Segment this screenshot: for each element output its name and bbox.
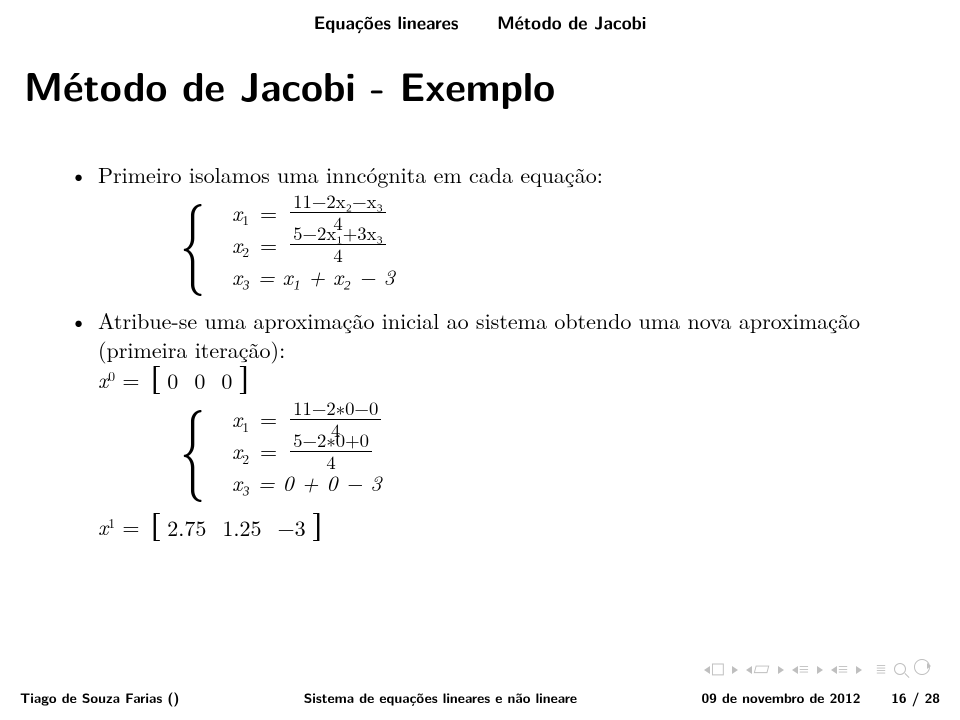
nav-loop-icon[interactable]	[914, 659, 930, 680]
slide-content: • Primeiro isolamos uma inncógnita em ca…	[70, 160, 890, 543]
nav-prev-subsection[interactable]: ▱	[746, 661, 769, 679]
left-brace-icon: {	[180, 405, 205, 497]
footer-date-page: 09 de novembro de 2012 16 / 28	[701, 688, 940, 708]
bullet-2: • Atribue-se uma aproximação inicial ao …	[70, 306, 890, 396]
nav-next-slide[interactable]	[856, 666, 862, 674]
system1-line2: x2 = 5−2x₁+3x₃4	[232, 230, 395, 260]
nav-prev-section[interactable]: □	[704, 661, 724, 679]
bullet-marker: •	[70, 160, 98, 190]
x1-matrix: [ 2.75 1.25 −3 ]	[151, 513, 322, 543]
breadcrumb-section: Equações lineares	[314, 10, 459, 35]
breadcrumb-subsection: Método de Jacobi	[497, 10, 646, 35]
footer-author: Tiago de Souza Farias ()	[20, 688, 179, 708]
bullet-2-text: Atribue-se uma aproximação inicial ao si…	[98, 306, 890, 396]
left-brace-icon: {	[180, 199, 205, 291]
page-title: Método de Jacobi - Exemplo	[24, 56, 555, 113]
bullet-marker: •	[70, 306, 98, 336]
system2-line2: x2 = 5−2∗0+04	[232, 436, 383, 466]
footer-bar: Tiago de Souza Farias () Sistema de equa…	[20, 688, 940, 708]
nav-next-frame[interactable]	[817, 666, 823, 674]
bullet-1-text: Primeiro isolamos uma inncógnita em cada…	[98, 160, 890, 190]
x1-result: x1 = [ 2.75 1.25 −3 ]	[98, 512, 890, 543]
nav-back-icon[interactable]: ≣	[876, 661, 886, 679]
equation-system-2: { x1 = 11−2∗0−04 x2 = 5−2∗0+04 x₃ = 0 + …	[180, 404, 890, 498]
nav-next-section[interactable]	[732, 666, 738, 674]
system2-line3: x₃ = 0 + 0 − 3	[232, 468, 383, 498]
system1-line3: x₃ = x₁ + x₂ − 3	[232, 262, 395, 292]
x0-matrix: [ 0 0 0 ]	[151, 366, 249, 396]
nav-search-icon[interactable]	[894, 660, 906, 680]
nav-prev-slide[interactable]: ≡	[831, 661, 848, 679]
footer-title: Sistema de equações lineares e não linea…	[179, 688, 701, 708]
nav-next-subsection[interactable]	[778, 666, 784, 674]
nav-prev-frame[interactable]: ≡	[792, 661, 809, 679]
beamer-nav-bar: □ ▱ ≡ ≡ ≣	[704, 659, 930, 680]
bullet-1: • Primeiro isolamos uma inncógnita em ca…	[70, 160, 890, 190]
breadcrumb: Equações lineares Método de Jacobi	[0, 10, 960, 35]
equation-system-1: { x1 = 11−2x₂−x₃4 x2 = 5−2x₁+3x₃4 x₃ = x…	[180, 198, 890, 292]
